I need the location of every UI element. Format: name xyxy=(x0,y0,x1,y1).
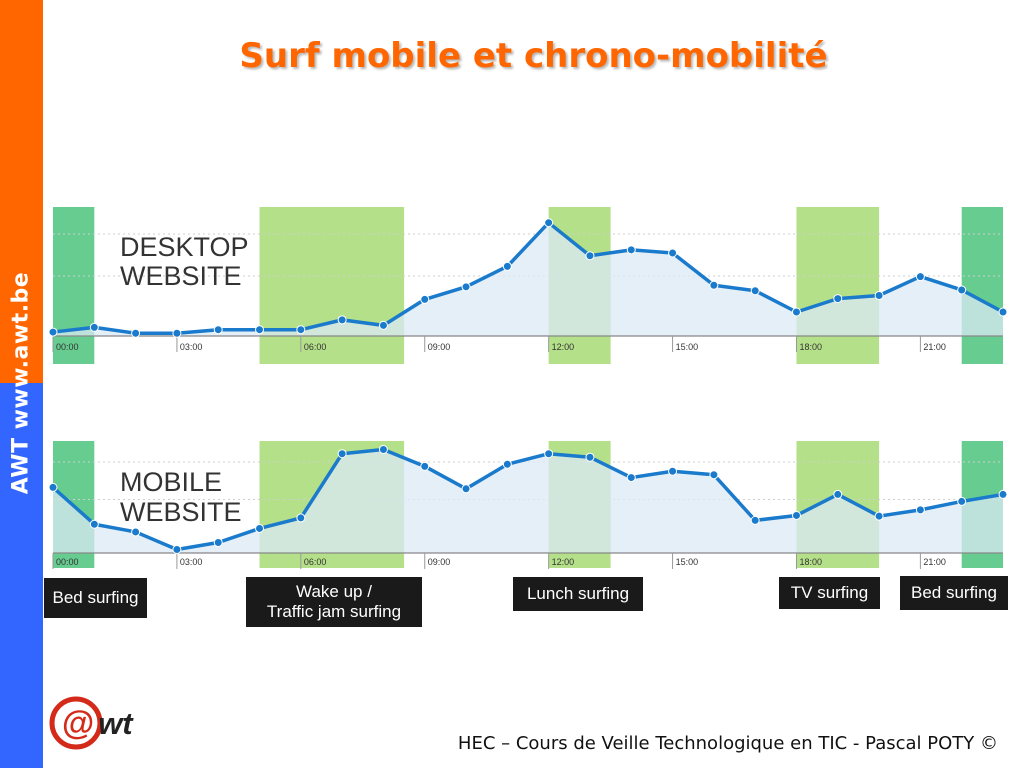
x-tick-label: 18:00 xyxy=(799,342,822,352)
data-point xyxy=(874,290,884,300)
chart-label-line2: WEBSITE xyxy=(120,261,242,291)
series-area xyxy=(53,222,1003,336)
chart-label-line1: MOBILE xyxy=(120,467,222,497)
data-point xyxy=(998,489,1008,499)
data-point xyxy=(585,251,595,261)
x-tick-label: 00:00 xyxy=(56,342,79,352)
data-point xyxy=(833,489,843,499)
data-point xyxy=(998,307,1008,317)
data-point xyxy=(502,261,512,271)
data-point xyxy=(668,466,678,476)
x-tick-label: 09:00 xyxy=(428,342,451,352)
surf-label-line: TV surfing xyxy=(790,583,869,602)
x-tick-label: 03:00 xyxy=(180,557,203,567)
data-point xyxy=(544,218,554,228)
data-point xyxy=(89,322,99,332)
x-tick-label: 03:00 xyxy=(180,342,203,352)
x-tick-label: 21:00 xyxy=(923,557,946,567)
x-tick-label: 09:00 xyxy=(428,557,451,567)
surf-label: Lunch surfing xyxy=(513,577,643,611)
data-point xyxy=(48,327,58,337)
sidebar-orange-block xyxy=(0,0,43,383)
highlight-band xyxy=(796,207,880,364)
x-tick-label: 00:00 xyxy=(56,557,79,567)
data-point xyxy=(544,449,554,459)
data-point xyxy=(213,537,223,547)
data-point xyxy=(48,482,58,492)
surf-label: Wake up / Traffic jam surfing xyxy=(246,577,422,627)
data-point xyxy=(915,505,925,515)
data-point xyxy=(296,513,306,523)
data-point xyxy=(420,461,430,471)
surf-label-line: Traffic jam surfing xyxy=(266,602,402,621)
data-point xyxy=(337,449,347,459)
highlight-band xyxy=(53,207,95,364)
data-point xyxy=(172,544,182,554)
x-tick-label: 18:00 xyxy=(799,557,822,567)
data-point xyxy=(709,470,719,480)
data-point xyxy=(337,315,347,325)
data-point xyxy=(791,510,801,520)
data-point xyxy=(461,282,471,292)
surf-label: Bed surfing xyxy=(900,576,1008,610)
x-tick-label: 15:00 xyxy=(676,342,699,352)
x-tick-label: 06:00 xyxy=(304,557,327,567)
data-point xyxy=(957,285,967,295)
surf-label-line: Bed surfing xyxy=(52,588,139,607)
data-point xyxy=(626,473,636,483)
data-point xyxy=(89,519,99,529)
data-point xyxy=(255,325,265,335)
sidebar-blue-block xyxy=(0,383,43,768)
chart-label-line2: WEBSITE xyxy=(120,497,242,527)
series-line xyxy=(52,220,1004,335)
surf-label-line: Lunch surfing xyxy=(526,584,630,603)
data-point xyxy=(668,248,678,258)
x-tick-label: 06:00 xyxy=(304,342,327,352)
series-line xyxy=(51,447,1004,552)
data-point xyxy=(750,286,760,296)
highlight-band xyxy=(259,207,405,364)
data-point xyxy=(420,294,430,304)
data-point xyxy=(833,294,843,304)
data-point xyxy=(957,496,967,506)
surf-label-line: Wake up / xyxy=(296,582,372,601)
data-point xyxy=(378,445,388,455)
series-area xyxy=(53,449,1003,553)
slide-title: Surf mobile et chrono-mobilité xyxy=(239,36,828,76)
data-point xyxy=(626,245,636,255)
x-tick-label: 12:00 xyxy=(552,342,575,352)
data-point xyxy=(255,523,265,533)
data-point xyxy=(131,328,141,338)
data-point xyxy=(296,325,306,335)
data-point xyxy=(585,452,595,462)
x-tick-label: 21:00 xyxy=(923,342,946,352)
data-point xyxy=(172,328,182,338)
data-point xyxy=(378,320,388,330)
x-tick-label: 15:00 xyxy=(676,557,699,567)
data-point xyxy=(791,307,801,317)
surf-label: TV surfing xyxy=(779,577,880,609)
surf-label-line: Bed surfing xyxy=(911,583,997,602)
awt-logo: @ wt xyxy=(49,696,134,750)
data-point xyxy=(874,511,884,521)
data-point xyxy=(750,515,760,525)
data-point xyxy=(131,527,141,537)
data-point xyxy=(502,459,512,469)
surf-label: Bed surfing xyxy=(44,578,147,618)
data-point xyxy=(915,272,925,282)
data-point xyxy=(213,325,223,335)
sidebar: AWTwww.awt.be xyxy=(0,0,43,768)
svg-text:@wt: @ wt xyxy=(62,704,134,741)
data-point xyxy=(461,484,471,494)
highlight-band xyxy=(961,207,1003,364)
footer-text: HEC – Cours de Veille Technologique en T… xyxy=(457,733,998,754)
data-point xyxy=(709,280,719,290)
x-tick-label: 12:00 xyxy=(552,557,575,567)
chart-label-line1: DESKTOP xyxy=(120,232,249,262)
